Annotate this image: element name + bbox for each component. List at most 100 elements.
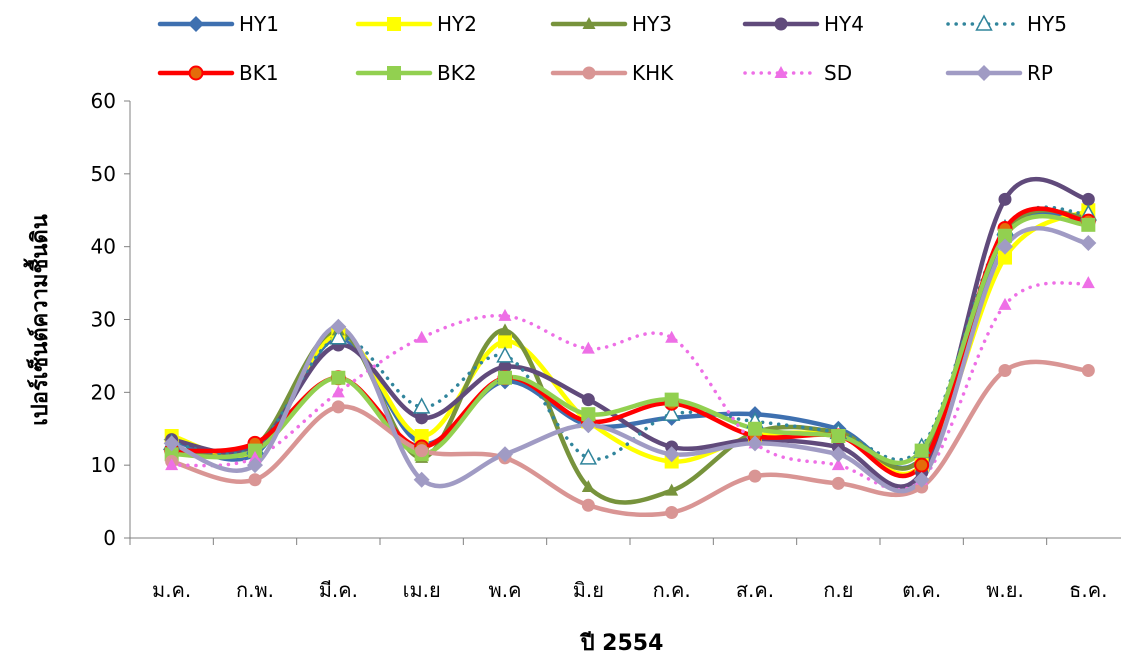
legend-label-hy1: HY1 — [239, 12, 279, 36]
x-tick-label: พ.ค — [489, 578, 522, 602]
data-point-sd — [498, 308, 512, 321]
data-point-rp — [997, 238, 1013, 255]
legend-marker-bk2 — [387, 66, 401, 80]
data-point-hy5 — [579, 448, 598, 465]
data-point-hy5 — [662, 404, 681, 421]
y-tick-label: 0 — [103, 526, 116, 550]
series-line-hy2 — [169, 208, 1091, 477]
data-point-khk — [748, 469, 762, 483]
x-tick-label: มิ.ย — [573, 578, 604, 602]
data-point-hy4 — [498, 360, 512, 374]
x-tick-label: เม.ย — [403, 578, 441, 602]
data-point-bk2 — [248, 443, 262, 458]
x-tick-label: พ.ย. — [986, 578, 1024, 602]
data-point-sd — [248, 450, 262, 463]
data-point-hy4 — [415, 411, 429, 425]
data-point-rp — [830, 446, 847, 463]
y-tick-label: 50 — [91, 162, 116, 186]
x-tick-label: ต.ค. — [902, 578, 941, 602]
data-point-hy4 — [1081, 192, 1095, 206]
data-point-bk2 — [998, 228, 1012, 243]
data-point-khk — [331, 400, 345, 414]
legend-label-hy2: HY2 — [437, 12, 477, 36]
data-point-hy2 — [498, 334, 512, 349]
series-line-bk1 — [169, 206, 1091, 479]
data-point-bk2 — [748, 421, 762, 436]
data-point-hy3 — [498, 323, 512, 336]
x-tick-label: ม.ค. — [152, 578, 191, 602]
data-point-rp — [247, 457, 263, 474]
legend-item-rp: RP — [945, 61, 1053, 85]
data-point-bk1 — [914, 457, 930, 473]
legend-marker-sd — [774, 66, 788, 78]
legend-item-bk2: BK2 — [355, 61, 477, 85]
data-point-hy5 — [412, 397, 431, 414]
x-tick-label: ก.พ. — [236, 578, 274, 602]
data-point-hy5 — [496, 346, 514, 363]
legend-marker-hy3 — [582, 17, 596, 29]
legend-label-hy5: HY5 — [1027, 12, 1067, 36]
legend-label-hy3: HY3 — [632, 12, 672, 36]
legend-marker-hy4 — [774, 17, 788, 31]
legend-marker-hy2 — [387, 17, 401, 31]
data-point-rp — [1080, 235, 1097, 252]
x-axis-title: ปี 2554 — [579, 631, 663, 656]
x-tick-label: ก.ย — [823, 578, 853, 602]
y-tick-label: 30 — [91, 308, 116, 332]
data-point-khk — [248, 473, 262, 487]
data-point-bk2 — [664, 392, 679, 407]
series-line-rp — [169, 226, 1091, 494]
y-tick-label: 20 — [91, 380, 116, 404]
data-point-hy3 — [581, 480, 595, 493]
x-tick-label: ก.ค. — [653, 578, 691, 602]
legend-marker-hy1 — [188, 16, 204, 32]
data-point-bk2 — [831, 429, 846, 444]
data-point-rp — [163, 435, 180, 452]
data-point-khk — [415, 444, 429, 458]
data-point-rp — [663, 446, 680, 463]
legend-label-bk2: BK2 — [437, 61, 477, 85]
legend-item-sd: SD — [743, 61, 852, 85]
x-tick-label: ส.ค. — [736, 578, 774, 602]
legend-marker-hy5 — [975, 14, 993, 31]
legend-label-sd: SD — [824, 61, 852, 85]
y-tick-label: 40 — [91, 235, 116, 259]
data-point-rp — [747, 435, 763, 452]
legend-item-hy4: HY4 — [742, 12, 864, 36]
x-tick-label: มี.ค. — [319, 578, 358, 602]
x-tick-label: ธ.ค. — [1069, 578, 1107, 602]
chart-legend: HY1 HY2 HY3 HY4 HY5 BK1 BK2 KHK SD RP — [157, 12, 1067, 85]
series-line-khk — [169, 359, 1091, 518]
legend-label-rp: RP — [1027, 61, 1053, 85]
legend-marker-bk1 — [188, 65, 204, 81]
series-lines — [169, 176, 1091, 518]
y-axis-title: เปอร์เซ็นต์ความชื้นดิน — [23, 214, 53, 426]
series-line-hy5 — [169, 205, 1091, 462]
data-point-khk — [831, 476, 845, 490]
data-point-khk — [1081, 363, 1095, 377]
data-point-khk — [581, 498, 595, 512]
data-point-bk2 — [914, 443, 929, 458]
legend-label-bk1: BK1 — [239, 61, 279, 85]
legend-item-khk: KHK — [550, 61, 674, 85]
data-point-hy5 — [329, 328, 348, 345]
data-point-sd — [581, 341, 595, 354]
data-point-bk2 — [331, 370, 346, 385]
legend-marker-khk — [582, 66, 596, 80]
data-point-khk — [665, 506, 679, 520]
data-point-rp — [580, 417, 597, 434]
data-point-sd — [998, 297, 1012, 310]
legend-label-khk: KHK — [632, 61, 674, 85]
data-point-sd — [415, 330, 429, 343]
data-point-bk2 — [1081, 217, 1096, 232]
legend-item-hy3: HY3 — [550, 12, 672, 36]
data-point-sd — [831, 458, 845, 471]
data-point-hy4 — [581, 393, 595, 407]
data-point-hy4 — [998, 192, 1012, 206]
data-point-rp — [413, 471, 430, 488]
data-point-sd — [665, 330, 679, 343]
legend-item-hy2: HY2 — [355, 12, 477, 36]
data-point-hy2 — [998, 250, 1012, 265]
legend-item-hy1: HY1 — [157, 12, 279, 36]
